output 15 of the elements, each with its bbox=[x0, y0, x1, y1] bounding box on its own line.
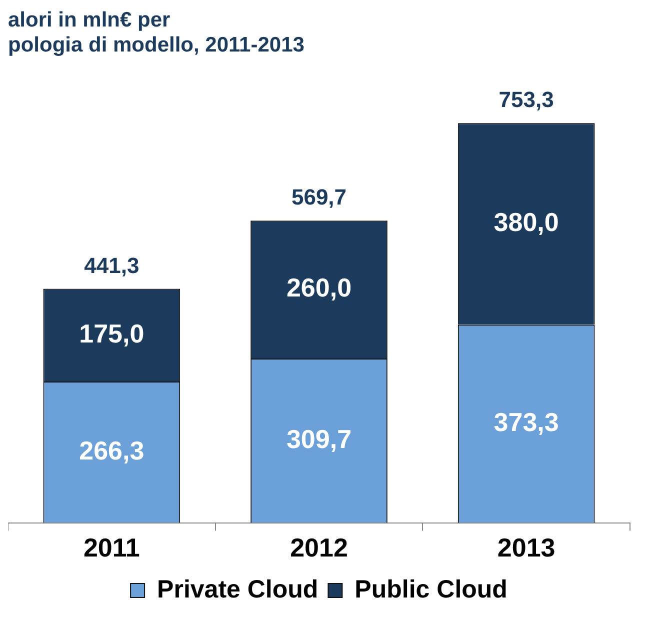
x-tick-label: 2011 bbox=[83, 532, 140, 563]
legend-label: Private Cloud bbox=[157, 575, 318, 604]
total-label: 753,3 bbox=[498, 87, 554, 112]
data-label: 309,7 bbox=[286, 424, 352, 454]
data-label: 266,3 bbox=[79, 435, 144, 466]
total-label: 569,7 bbox=[291, 184, 347, 210]
total-label: 441,3 bbox=[84, 252, 140, 278]
data-label: 380,0 bbox=[494, 207, 559, 238]
x-tick-label: 2012 bbox=[290, 532, 348, 563]
chart-title: alori in mln€ per pologia di modello, 2011-2013 bbox=[8, 8, 304, 57]
x-tick-label: 2013 bbox=[497, 532, 556, 563]
data-label: 260,0 bbox=[286, 272, 352, 303]
data-label: 373,3 bbox=[494, 406, 559, 437]
data-label: 175,0 bbox=[79, 318, 144, 348]
legend-label: Public Cloud bbox=[354, 575, 508, 604]
